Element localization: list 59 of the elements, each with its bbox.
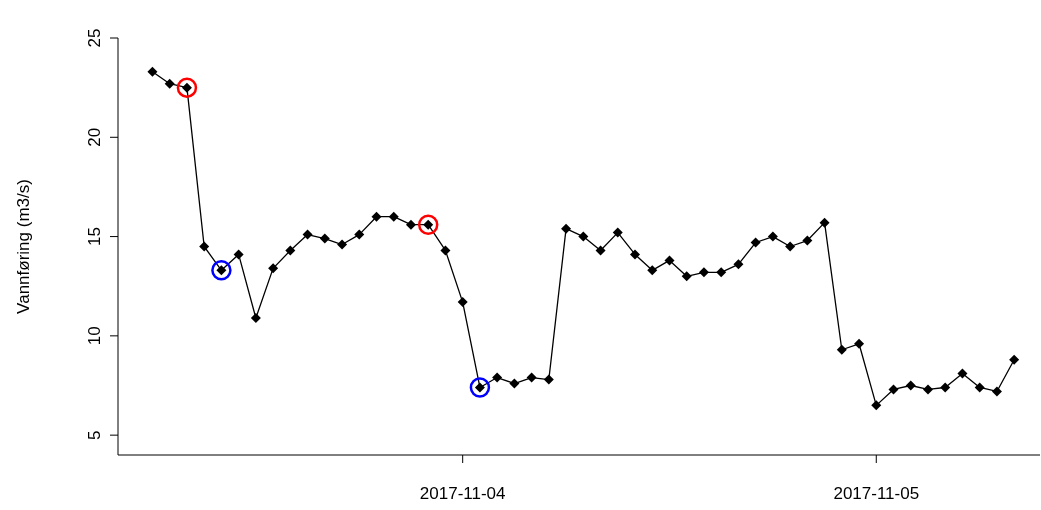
point <box>940 382 951 393</box>
point <box>388 211 399 222</box>
point <box>785 241 796 252</box>
point <box>543 374 554 385</box>
point <box>285 245 296 256</box>
point <box>371 211 382 222</box>
point <box>578 231 589 242</box>
point <box>836 344 847 355</box>
point <box>1009 354 1020 365</box>
point <box>871 400 882 411</box>
point <box>974 382 985 393</box>
y-tick-label: 5 <box>85 430 104 440</box>
point <box>802 235 813 246</box>
point <box>595 245 606 256</box>
point <box>750 237 761 248</box>
point <box>250 312 261 323</box>
x-tick-label: 2017-11-04 <box>419 484 506 503</box>
y-axis-title: Vannføring (m3/s) <box>14 179 34 314</box>
point <box>854 338 865 349</box>
point <box>211 260 232 281</box>
point <box>319 233 330 244</box>
point <box>819 217 830 228</box>
point <box>417 214 439 235</box>
point <box>199 241 210 252</box>
point <box>905 380 916 391</box>
point <box>922 384 933 395</box>
point <box>991 386 1002 397</box>
point <box>492 372 503 383</box>
point <box>469 377 491 398</box>
point <box>630 249 641 260</box>
y-tick-label: 25 <box>85 28 104 48</box>
point <box>716 267 727 278</box>
y-tick-label: 20 <box>85 127 104 147</box>
y-tick-label: 15 <box>85 227 104 247</box>
point <box>561 223 572 234</box>
point <box>733 259 744 270</box>
point <box>302 229 313 240</box>
point <box>664 255 675 266</box>
point <box>767 231 778 242</box>
point <box>612 227 623 238</box>
point <box>405 219 416 230</box>
point <box>457 297 468 308</box>
point <box>147 66 158 77</box>
point <box>681 271 692 282</box>
point <box>526 372 537 383</box>
point <box>268 263 279 274</box>
point <box>957 368 968 379</box>
point <box>233 249 244 260</box>
point <box>354 229 365 240</box>
point <box>509 378 520 389</box>
point <box>647 265 658 276</box>
point <box>164 78 175 89</box>
point <box>888 384 899 395</box>
point <box>440 245 451 256</box>
point <box>337 239 348 250</box>
point <box>176 77 198 98</box>
x-tick-label: 2017-11-05 <box>833 484 920 503</box>
point <box>698 267 709 278</box>
y-tick-label: 10 <box>85 326 104 346</box>
